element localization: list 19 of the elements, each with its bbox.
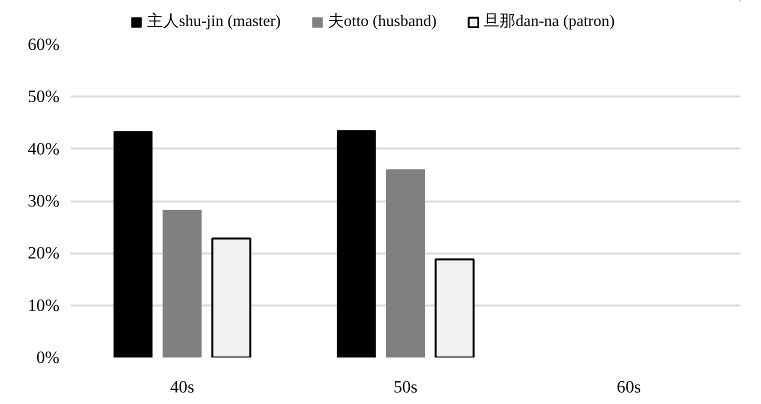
legend-label: 主人shu-jin (master) <box>147 12 281 32</box>
bar <box>211 238 252 358</box>
bar <box>434 258 475 358</box>
y-tick-label: 10% <box>28 296 60 315</box>
y-tick-label: 40% <box>28 139 60 158</box>
bar <box>386 169 425 358</box>
y-tick-label: 0% <box>36 348 60 367</box>
y-tick-label: 30% <box>28 192 60 210</box>
y-tick-label: 50% <box>28 87 60 106</box>
legend-label: 旦那dan-na (patron) <box>484 12 615 32</box>
x-tick-label: 60s <box>616 378 642 396</box>
bar <box>114 131 153 358</box>
y-tick-label: 60% <box>28 35 60 54</box>
bar <box>336 130 376 358</box>
x-tick-label: 50s <box>393 378 418 396</box>
y-tick-label: 20% <box>28 244 60 263</box>
x-tick-label: 40s <box>170 378 194 396</box>
legend-label: 夫otto (husband) <box>328 12 437 32</box>
bar <box>162 210 202 358</box>
